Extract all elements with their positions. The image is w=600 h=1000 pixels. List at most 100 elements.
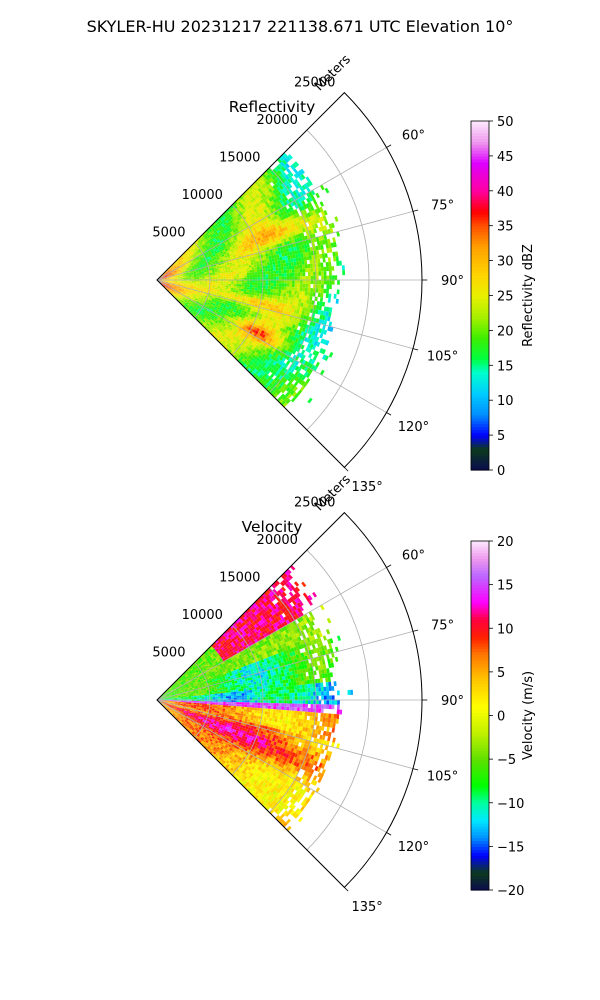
data-cell <box>278 270 282 274</box>
data-cell <box>276 186 282 192</box>
data-cell <box>275 292 279 296</box>
data-cell <box>271 245 275 250</box>
data-cell <box>207 244 211 247</box>
data-cell <box>306 192 311 198</box>
data-cell <box>288 171 294 177</box>
data-cell <box>187 268 190 271</box>
data-cell <box>206 270 210 273</box>
data-cell <box>274 183 279 188</box>
data-cell <box>258 258 262 262</box>
data-cell <box>272 264 276 268</box>
data-cell <box>236 260 240 263</box>
data-cell <box>290 235 295 241</box>
data-cell <box>199 274 202 276</box>
data-cell <box>186 277 189 279</box>
data-cell <box>281 276 285 280</box>
data-cell <box>193 275 197 278</box>
data-cell <box>297 241 302 246</box>
data-cell <box>310 229 315 235</box>
data-cell <box>197 252 200 256</box>
data-cell <box>276 236 281 241</box>
data-cell <box>198 273 202 275</box>
data-cell <box>204 249 208 253</box>
data-cell <box>239 242 243 246</box>
data-cell <box>301 190 307 196</box>
data-cell <box>267 178 272 184</box>
data-cell <box>279 203 284 209</box>
data-cell <box>249 190 254 195</box>
data-cell <box>242 235 246 239</box>
data-cell <box>292 276 295 280</box>
data-cell <box>215 233 220 237</box>
data-cell <box>288 265 292 270</box>
data-cell <box>222 216 226 220</box>
data-cell <box>270 242 274 247</box>
data-cell <box>174 271 177 274</box>
data-cell <box>281 253 285 257</box>
data-cell <box>320 262 324 268</box>
data-cell <box>170 277 173 278</box>
data-cell <box>244 234 248 238</box>
data-cell <box>323 275 327 280</box>
data-cell <box>297 170 303 176</box>
data-cell <box>304 260 308 265</box>
data-cell <box>317 217 322 223</box>
data-cell <box>192 267 196 270</box>
data-cell <box>259 186 264 191</box>
data-cell <box>222 238 226 242</box>
data-cell <box>193 274 197 277</box>
data-cell <box>293 209 299 214</box>
colorbar-tick-label: 10 <box>497 394 514 409</box>
data-cell <box>163 273 166 276</box>
data-cell <box>167 271 171 273</box>
data-cell <box>246 284 250 288</box>
data-cell <box>296 294 300 299</box>
data-cell <box>247 200 252 205</box>
data-cell <box>192 260 196 263</box>
data-cell <box>277 217 282 222</box>
data-cell <box>302 276 306 280</box>
data-cell <box>174 261 177 264</box>
data-cell <box>254 274 258 278</box>
data-cell <box>336 231 340 237</box>
data-cell <box>236 282 240 285</box>
data-cell <box>321 249 325 254</box>
data-cell <box>235 269 239 272</box>
data-cell <box>286 269 290 274</box>
data-cell <box>228 272 231 275</box>
data-cell <box>217 257 220 261</box>
data-cell <box>226 230 231 234</box>
data-cell <box>215 242 219 246</box>
data-cell <box>303 256 307 261</box>
data-cell <box>217 239 221 243</box>
data-cell <box>249 199 254 204</box>
data-cell <box>238 273 242 276</box>
data-cell <box>174 266 177 269</box>
data-cell <box>283 157 289 163</box>
data-cell <box>277 263 281 268</box>
data-cell <box>272 198 277 204</box>
data-cell <box>179 260 183 263</box>
data-cell <box>201 240 205 244</box>
data-cell <box>285 185 291 190</box>
data-cell <box>217 259 221 262</box>
data-cell <box>233 249 237 253</box>
data-cell <box>260 282 263 286</box>
data-cell <box>167 270 171 273</box>
data-cell <box>289 232 294 237</box>
data-cell <box>293 235 297 240</box>
data-cell <box>273 267 276 271</box>
data-cell <box>245 242 249 246</box>
data-cell <box>172 268 176 271</box>
data-cell <box>232 220 237 224</box>
data-cell <box>283 186 288 192</box>
data-cell <box>299 283 303 288</box>
data-cell <box>222 233 226 237</box>
data-cell <box>294 161 300 167</box>
data-cell <box>283 181 288 187</box>
data-cell <box>188 274 192 276</box>
data-cell <box>268 206 273 211</box>
data-cell <box>211 269 215 272</box>
data-cell <box>315 245 319 251</box>
data-cell <box>277 247 281 251</box>
